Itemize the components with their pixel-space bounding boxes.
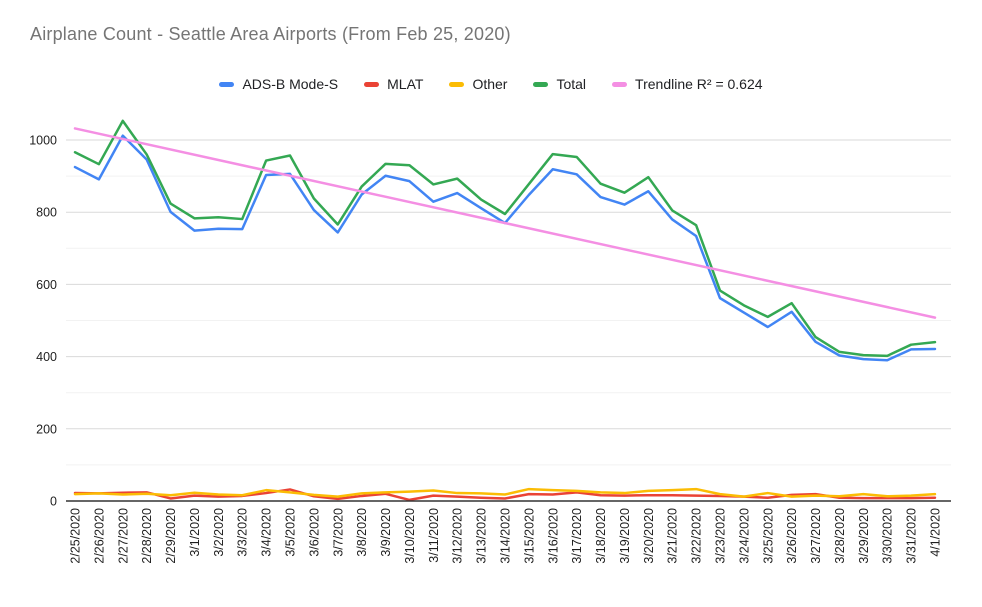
x-axis-tick-label: 3/21/2020 bbox=[666, 508, 680, 564]
x-axis-tick-label: 3/3/2020 bbox=[236, 508, 250, 557]
legend-item-total: Total bbox=[533, 76, 586, 92]
legend-color-swatch-icon bbox=[533, 81, 549, 87]
x-axis-tick-label: 3/31/2020 bbox=[905, 508, 919, 564]
x-axis-tick-label: 3/17/2020 bbox=[570, 508, 584, 564]
legend-item-label: Trendline R² = 0.624 bbox=[635, 76, 763, 92]
series-line-mlat[interactable] bbox=[73, 488, 937, 502]
x-axis-tick-label: 3/20/2020 bbox=[642, 508, 656, 564]
chart-title: Airplane Count - Seattle Area Airports (… bbox=[30, 24, 511, 44]
x-axis-tick-label: 3/29/2020 bbox=[857, 508, 871, 564]
x-axis-tick-label: 3/14/2020 bbox=[499, 508, 513, 564]
y-axis-tick-label: 1000 bbox=[29, 134, 57, 148]
x-axis-tick-label: 3/23/2020 bbox=[714, 508, 728, 564]
x-axis-tick-label: 3/22/2020 bbox=[690, 508, 704, 564]
x-axis-tick-label: 2/29/2020 bbox=[164, 508, 178, 564]
series-line-other[interactable] bbox=[73, 487, 937, 498]
x-axis-tick-label: 2/26/2020 bbox=[92, 508, 106, 564]
x-axis-tick-label: 3/11/2020 bbox=[427, 508, 441, 563]
x-axis-tick-label: 2/25/2020 bbox=[69, 508, 83, 564]
legend-item-label: MLAT bbox=[387, 76, 424, 92]
legend-item-ads-b-mode-s: ADS-B Mode-S bbox=[219, 76, 338, 92]
legend-color-swatch-icon bbox=[449, 81, 465, 87]
x-axis-tick-label: 3/16/2020 bbox=[546, 508, 560, 564]
y-axis-tick-label: 200 bbox=[36, 422, 57, 436]
x-axis-tick-label: 3/7/2020 bbox=[331, 508, 345, 557]
legend-item-other: Other bbox=[449, 76, 507, 92]
legend-item-trendline-r-0-624: Trendline R² = 0.624 bbox=[612, 76, 763, 92]
legend-item-mlat: MLAT bbox=[364, 76, 423, 92]
legend: ADS-B Mode-S MLAT Other Total Trendline R² =… bbox=[0, 76, 982, 92]
x-axis-tick-label: 4/1/2020 bbox=[929, 508, 943, 557]
x-axis-tick-label: 2/27/2020 bbox=[116, 508, 130, 564]
y-axis-tick-label: 600 bbox=[36, 278, 57, 292]
x-axis-tick-label: 3/12/2020 bbox=[451, 508, 465, 564]
legend-color-swatch-icon bbox=[364, 81, 380, 87]
x-axis-tick-label: 3/1/2020 bbox=[188, 508, 202, 557]
series-line-total[interactable] bbox=[73, 119, 937, 358]
x-axis-tick-label: 3/30/2020 bbox=[881, 508, 895, 564]
legend-item-label: Other bbox=[472, 76, 508, 92]
trendline[interactable] bbox=[73, 127, 937, 319]
legend-item-label: ADS-B Mode-S bbox=[242, 76, 339, 92]
x-axis-tick-label: 3/9/2020 bbox=[379, 508, 393, 557]
x-axis-tick-label: 3/28/2020 bbox=[833, 508, 847, 564]
x-axis-tick-label: 3/24/2020 bbox=[737, 508, 751, 564]
x-axis-tick-label: 3/4/2020 bbox=[260, 508, 274, 557]
x-axis-tick-label: 3/19/2020 bbox=[618, 508, 632, 564]
y-axis-tick-label: 400 bbox=[36, 350, 57, 364]
y-axis-tick-label: 800 bbox=[36, 206, 57, 220]
x-axis-tick-label: 3/8/2020 bbox=[355, 508, 369, 557]
x-axis-tick-label: 3/13/2020 bbox=[475, 508, 489, 564]
x-axis-tick-label: 3/2/2020 bbox=[212, 508, 226, 557]
x-axis-tick-label: 3/10/2020 bbox=[403, 508, 417, 564]
x-axis-tick-label: 3/26/2020 bbox=[785, 508, 799, 564]
legend-item-label: Total bbox=[556, 76, 587, 92]
x-axis-tick-label: 2/28/2020 bbox=[140, 508, 154, 564]
x-axis-tick-label: 3/27/2020 bbox=[809, 508, 823, 564]
legend-color-swatch-icon bbox=[612, 81, 628, 87]
x-axis-tick-label: 3/18/2020 bbox=[594, 508, 608, 564]
x-axis-tick-label: 3/25/2020 bbox=[761, 508, 775, 564]
legend-color-swatch-icon bbox=[219, 81, 235, 87]
y-axis-tick-label: 0 bbox=[50, 495, 57, 509]
x-axis-tick-label: 3/5/2020 bbox=[284, 508, 298, 557]
x-axis-tick-label: 3/6/2020 bbox=[307, 508, 321, 557]
x-axis-tick-label: 3/15/2020 bbox=[522, 508, 536, 564]
